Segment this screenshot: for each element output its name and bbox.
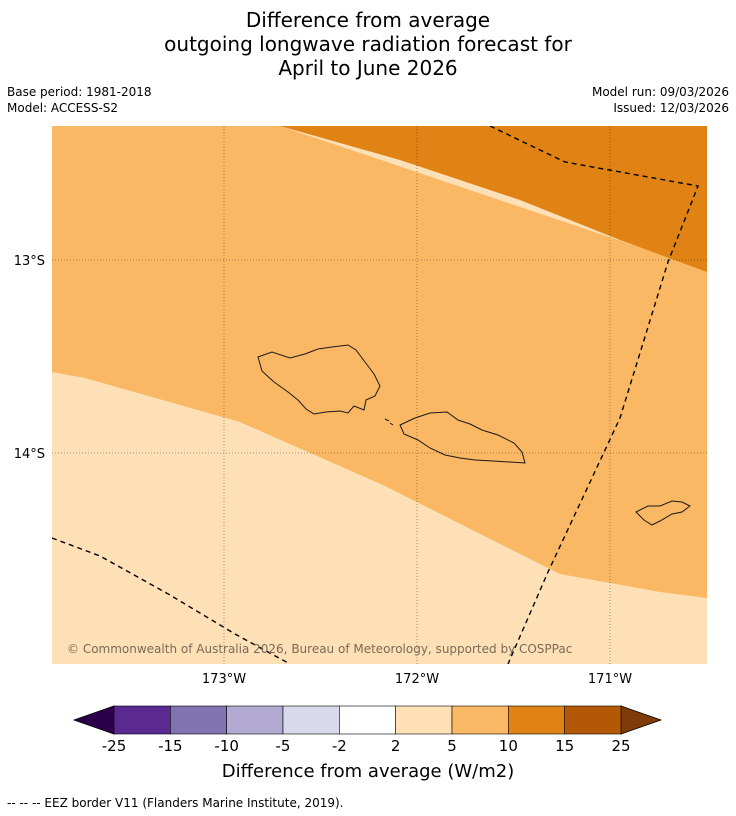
colorbar-tick-label: 25 [611,737,630,755]
colorbar-segment [170,705,227,735]
colorbar-tick-label: -5 [276,737,291,755]
colorbar-tick-label: 10 [499,737,518,755]
apolima-islet [389,422,394,426]
anomaly-band-5-to-10 [52,126,707,598]
colorbar-tick-label: -10 [214,737,239,755]
copyright-notice: © Commonwealth of Australia 2026, Bureau… [67,642,572,656]
model-name: Model: ACCESS-S2 [7,101,119,115]
colorbar-tick-label: 2 [391,737,401,755]
colorbar-tick-label: 5 [447,737,457,755]
colorbar-ticks: -25 -15 -10 -5 -2 2 5 10 15 25 [102,737,631,755]
tutuila-island [635,500,691,526]
lon-label-172w: 172°W [395,672,439,687]
colorbar-label: Difference from average (W/m2) [221,761,515,782]
eez-footnote: -- -- -- EEZ border V11 (Flanders Marine… [7,796,344,810]
lat-label-14s: 14°S [14,447,45,462]
upolu-island [399,411,526,464]
title-line-3: April to June 2026 [278,56,458,80]
map-area: © Commonwealth of Australia 2026, Bureau… [52,126,707,664]
colorbar-tick-label: -25 [102,737,127,755]
graticule [52,126,707,664]
model-run: Model run: 09/03/2026 [591,85,729,99]
colorbar-segment [339,705,396,735]
coastlines [257,344,691,526]
anomaly-band-10-to-15 [280,126,707,272]
colorbar-segment [451,705,509,735]
colorbar-tick-label: -15 [158,737,183,755]
eez-borders [52,126,699,664]
eez-border-east [489,126,699,664]
colorbar-tick-label: -2 [332,737,347,755]
colorbar-segment [564,705,622,735]
colorbar-over-arrow [620,705,663,735]
base-period: Base period: 1981-2018 [7,85,152,99]
colorbar-segment [113,705,171,735]
eez-border-southwest [52,537,291,664]
title-line-2: outgoing longwave radiation forecast for [164,32,572,56]
colorbar-under-arrow [72,705,115,735]
colorbar-segment [508,705,565,735]
lon-label-171w: 171°W [588,672,632,687]
colorbar: -25 -15 -10 -5 -2 2 5 10 15 25 [72,705,663,755]
title-line-1: Difference from average [245,8,491,32]
colorbar-segment [226,705,284,735]
manono-islet [384,418,390,422]
axis-labels: 13°S 14°S 173°W 172°W 171°W [14,254,633,687]
savaii-island [257,344,381,415]
lon-label-173w: 173°W [202,672,246,687]
colorbar-segment [282,705,340,735]
issued-date: Issued: 12/03/2026 [613,101,729,115]
colorbar-segment [395,705,453,735]
colorbar-segments [113,705,622,735]
lat-label-13s: 13°S [14,254,45,269]
colorbar-tick-label: 15 [555,737,574,755]
